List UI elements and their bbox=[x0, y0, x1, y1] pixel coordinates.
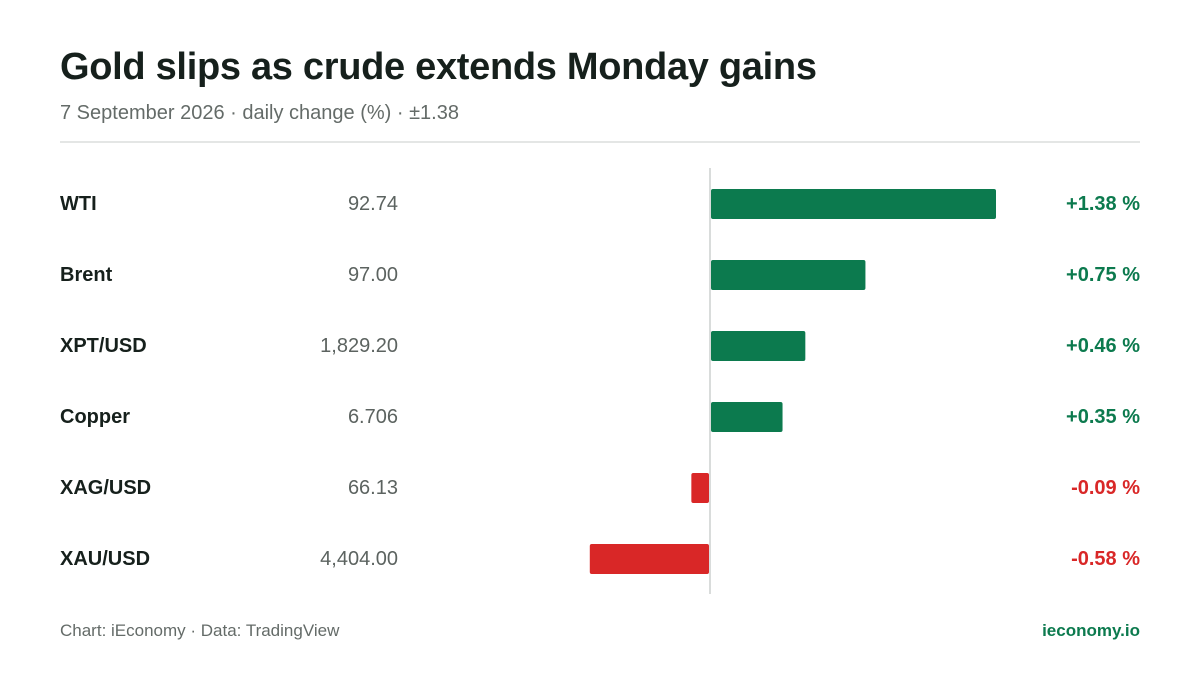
brand-link[interactable]: ieconomy.io bbox=[1042, 621, 1140, 640]
table-row: WTI 92.74 +1.38 % bbox=[60, 179, 1140, 229]
instrument-price: 4,404.00 bbox=[320, 548, 398, 570]
instrument-name: Brent bbox=[60, 264, 113, 286]
instrument-name: XAG/USD bbox=[60, 477, 152, 499]
chart-subtitle: 7 September 2026 · daily change (%) · ±1… bbox=[60, 102, 459, 124]
bar-wti bbox=[711, 189, 996, 219]
change-label: +0.35 % bbox=[1066, 406, 1140, 428]
change-label: -0.58 % bbox=[1071, 548, 1140, 570]
instrument-price: 66.13 bbox=[347, 477, 398, 499]
change-label: -0.09 % bbox=[1071, 477, 1140, 499]
table-row: XAG/USD 66.13 -0.09 % bbox=[60, 463, 1140, 513]
instrument-price: 1,829.20 bbox=[320, 335, 398, 357]
table-row: Brent 97.00 +0.75 % bbox=[60, 250, 1140, 300]
table-row: XPT/USD 1,829.20 +0.46 % bbox=[60, 321, 1140, 371]
chart-title: Gold slips as crude extends Monday gains bbox=[60, 46, 817, 88]
header-divider bbox=[60, 141, 1140, 143]
bar-xpt-usd bbox=[711, 331, 806, 361]
bar-brent bbox=[711, 260, 866, 290]
instrument-name: Copper bbox=[60, 406, 130, 428]
table-row: XAU/USD 4,404.00 -0.58 % bbox=[60, 534, 1140, 584]
source-note: Chart: iEconomy · Data: TradingView bbox=[60, 621, 340, 640]
instrument-price: 97.00 bbox=[347, 264, 398, 286]
instrument-price: 6.706 bbox=[347, 406, 398, 428]
bar-xag-usd bbox=[691, 473, 709, 503]
table-row: Copper 6.706 +0.35 % bbox=[60, 392, 1140, 442]
change-label: +1.38 % bbox=[1066, 193, 1140, 215]
instrument-price: 92.74 bbox=[347, 193, 398, 215]
change-label: +0.75 % bbox=[1066, 264, 1140, 286]
instrument-name: XPT/USD bbox=[60, 335, 147, 357]
instrument-name: WTI bbox=[60, 193, 97, 215]
instrument-name: XAU/USD bbox=[60, 548, 151, 570]
bar-xau-usd bbox=[589, 544, 709, 574]
change-label: +0.46 % bbox=[1066, 335, 1140, 357]
bar-copper bbox=[711, 402, 783, 432]
